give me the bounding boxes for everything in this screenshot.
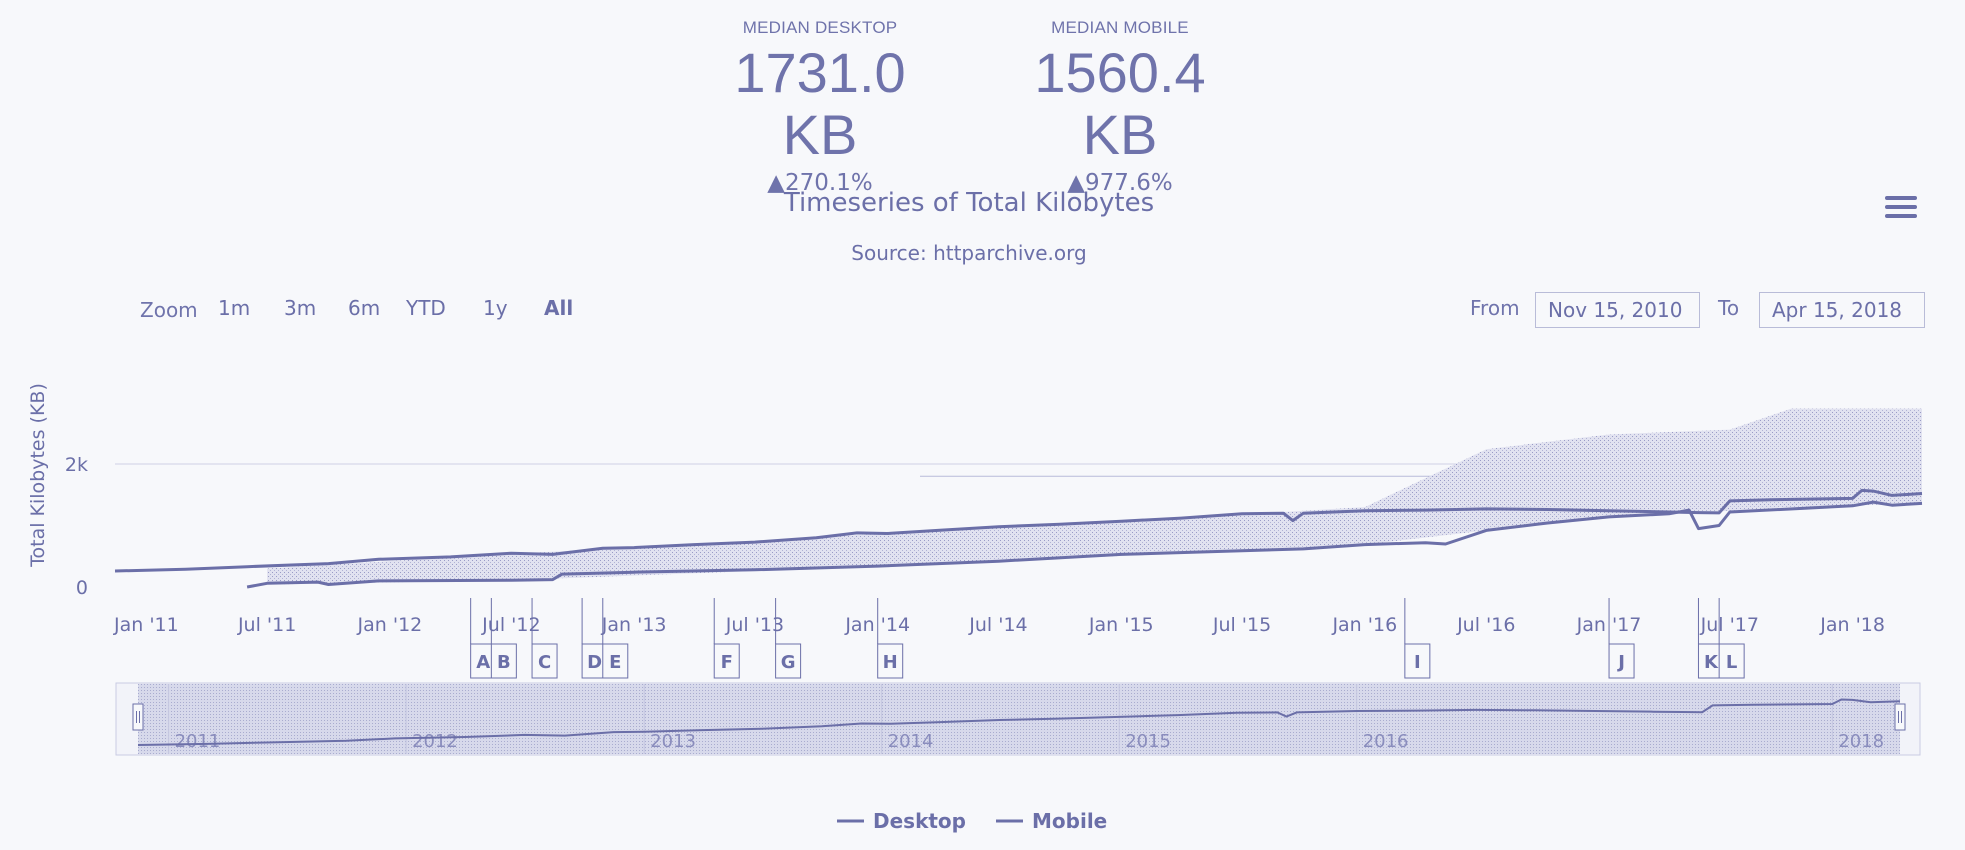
median-mobile-metric: MEDIAN MOBILE 1560.4 KB ▲977.6% xyxy=(990,18,1250,196)
x-tick-label: Jul '13 xyxy=(725,614,784,636)
median-desktop-change: ▲270.1% xyxy=(767,170,873,196)
svg-text:K: K xyxy=(1704,652,1719,673)
series-line-mobile[interactable] xyxy=(246,500,1923,589)
x-tick-label: Jul '12 xyxy=(481,614,540,636)
range-button-1m[interactable]: 1m xyxy=(218,296,251,320)
from-label: From xyxy=(1470,296,1520,320)
navigator[interactable]: 2011 2012 2013 2014 2015 2016 2018 xyxy=(115,682,1921,756)
x-tick-label: Jan '13 xyxy=(601,614,667,636)
svg-text:L: L xyxy=(1726,652,1737,673)
series-line-desktop[interactable] xyxy=(114,488,1923,573)
x-tick-label: Jul '14 xyxy=(968,614,1027,636)
range-button-6m[interactable]: 6m xyxy=(348,296,381,320)
y-tick-label: 0 xyxy=(76,577,88,599)
hamburger-menu-icon[interactable] xyxy=(1885,196,1917,224)
to-date-input[interactable] xyxy=(1759,292,1925,328)
x-tick-label: Jul '17 xyxy=(1700,614,1759,636)
x-tick-label: Jan '12 xyxy=(357,614,423,636)
median-desktop-label: MEDIAN DESKTOP xyxy=(742,18,898,37)
from-date-input[interactable] xyxy=(1535,292,1700,328)
legend-label-mobile: Mobile xyxy=(1032,809,1107,833)
median-desktop-metric: MEDIAN DESKTOP 1731.0 KB ▲270.1% xyxy=(690,18,950,196)
svg-text:I: I xyxy=(1414,652,1421,673)
x-tick-label: Jan '11 xyxy=(113,614,179,636)
chart-subtitle: Source: httparchive.org xyxy=(851,241,1086,265)
flag-g[interactable]: G xyxy=(775,598,802,679)
navigator-label: 2018 xyxy=(1838,731,1884,752)
navigator-handle-left[interactable] xyxy=(132,703,144,731)
svg-text:D: D xyxy=(587,652,602,673)
svg-text:J: J xyxy=(1616,652,1625,673)
chart-title: Timeseries of Total Kilobytes xyxy=(783,188,1154,218)
x-tick-label: Jan '15 xyxy=(1088,614,1154,636)
navigator-series-line xyxy=(137,698,1901,746)
legend-label-desktop: Desktop xyxy=(873,809,966,833)
x-tick-label: Jul '11 xyxy=(237,614,296,636)
flag-j[interactable]: J xyxy=(1608,598,1635,679)
range-button-1y[interactable]: 1y xyxy=(483,296,508,320)
median-desktop-value: 1731.0 KB xyxy=(734,41,906,166)
flag-c[interactable]: C xyxy=(531,598,558,679)
to-label: To xyxy=(1718,296,1740,320)
plot-area: 0 2k Jan '11 Jul '11 Jan '12 Jul '12 Jan '13 Ju… xyxy=(65,408,1923,636)
legend-item-desktop[interactable]: Desktop xyxy=(837,809,966,833)
summary-panel: MEDIAN DESKTOP 1731.0 KB ▲270.1% MEDIAN … xyxy=(0,18,1965,196)
navigator-label: 2015 xyxy=(1125,731,1171,752)
flag-l[interactable]: L xyxy=(1718,598,1745,679)
median-mobile-change: ▲977.6% xyxy=(1067,170,1173,196)
legend-item-mobile[interactable]: Mobile xyxy=(996,809,1107,833)
svg-text:F: F xyxy=(721,652,733,673)
y-tick-label: 2k xyxy=(65,454,88,476)
svg-text:E: E xyxy=(609,652,621,673)
x-tick-label: Jul '16 xyxy=(1456,614,1515,636)
svg-text:G: G xyxy=(781,652,796,673)
range-button-3m[interactable]: 3m xyxy=(284,296,317,320)
flag-i[interactable]: I xyxy=(1404,598,1431,679)
x-tick-label: Jul '15 xyxy=(1212,614,1271,636)
zoom-label: Zoom xyxy=(140,298,198,322)
x-tick-label: Jan '18 xyxy=(1819,614,1885,636)
range-button-all[interactable]: All xyxy=(544,296,574,320)
svg-text:H: H xyxy=(883,652,898,673)
flag-f[interactable]: F xyxy=(713,598,740,679)
svg-text:A: A xyxy=(476,652,490,673)
flag-e[interactable]: E xyxy=(602,598,629,679)
navigator-label: 2012 xyxy=(412,731,458,752)
navigator-label: 2013 xyxy=(650,731,696,752)
svg-text:B: B xyxy=(497,652,511,673)
svg-text:C: C xyxy=(538,652,551,673)
y-axis-title: Total Kilobytes (KB) xyxy=(27,383,49,568)
range-button-ytd[interactable]: YTD xyxy=(406,296,446,320)
navigator-label: 2016 xyxy=(1363,731,1409,752)
legend: Desktop Mobile xyxy=(837,809,1107,833)
navigator-label: 2014 xyxy=(888,731,934,752)
median-mobile-value: 1560.4 KB xyxy=(1034,41,1206,166)
flag-h[interactable]: H xyxy=(877,598,904,679)
percentile-band xyxy=(267,408,1923,585)
navigator-label: 2011 xyxy=(175,731,221,752)
x-tick-label: Jan '16 xyxy=(1331,614,1397,636)
median-mobile-label: MEDIAN MOBILE xyxy=(1051,18,1189,37)
flag-b[interactable]: B xyxy=(490,598,517,679)
navigator-handle-right[interactable] xyxy=(1894,703,1906,731)
